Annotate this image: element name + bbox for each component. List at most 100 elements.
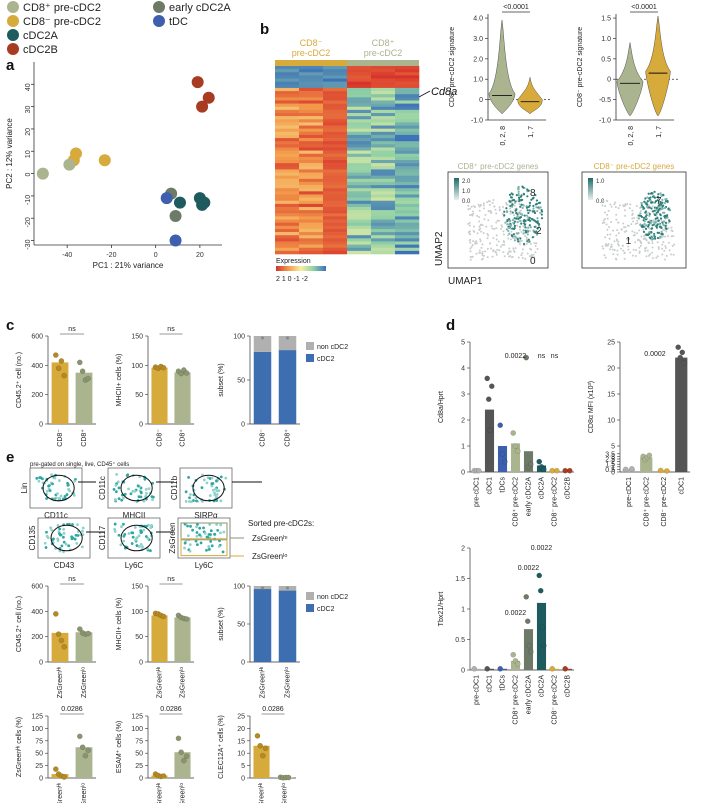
flow-event <box>53 476 57 480</box>
umap-cell-high <box>662 204 665 207</box>
heatmap-cell <box>299 200 324 205</box>
heatmap-cell <box>395 97 420 101</box>
umap-cell-grey <box>640 235 643 238</box>
heatmap-cell <box>299 169 324 173</box>
heatmap-cell <box>347 156 372 161</box>
umap-cell-high <box>643 220 646 223</box>
umap-cell-high <box>656 195 659 198</box>
umap-cell-high <box>659 200 662 204</box>
heatmap-cell <box>347 188 372 192</box>
heatmap-legend-title: Expression <box>276 258 311 265</box>
flow-gate <box>192 474 225 502</box>
umap-cell-high <box>522 204 525 207</box>
umap-cell-grey <box>485 225 488 228</box>
violin-body <box>517 77 543 115</box>
umap-cell-high <box>508 226 511 230</box>
heatmap-cell <box>275 178 300 183</box>
heatmap-cell <box>395 241 420 245</box>
heatmap-cell <box>371 147 396 151</box>
umap-cell-grey <box>628 238 631 241</box>
flow-event <box>201 500 204 503</box>
flow-event <box>195 534 199 538</box>
umap-cell-grey <box>620 247 623 250</box>
umap-cell-grey <box>643 234 646 237</box>
flow-event <box>207 548 211 551</box>
bar-category-label: pre-cDC1 <box>474 675 481 705</box>
bar-point <box>183 753 190 759</box>
umap-cell-high <box>649 222 652 225</box>
bar-point <box>53 352 59 358</box>
bar-y-tick-label: 25 <box>35 763 43 770</box>
flow-gate <box>50 524 83 552</box>
umap-cell-grey <box>666 235 669 238</box>
umap-cell-high <box>519 237 522 240</box>
umap-cell-grey <box>467 204 470 207</box>
umap-cell-grey <box>471 243 474 246</box>
heatmap-cell <box>347 125 372 129</box>
bar-category-label: CD8⁺ <box>180 429 187 447</box>
umap-cell-grey <box>618 204 621 207</box>
flow-event <box>150 524 153 527</box>
umap-cell-grey <box>525 236 528 239</box>
umap-cell-high <box>649 192 653 195</box>
flow-event <box>135 544 139 547</box>
umap-cell-grey <box>644 249 647 252</box>
bar <box>75 372 93 424</box>
umap-cell-high <box>520 222 523 225</box>
heatmap-cell <box>371 106 396 111</box>
umap-cd8pos-genes: CD8⁺ pre-cDC2 genes 2.0 1.0 0.0 8 2 0 UMAP1UMAP… <box>434 162 549 287</box>
flow-event <box>117 533 121 537</box>
heatmap-cell <box>347 216 372 220</box>
flow-event <box>133 526 137 529</box>
umap-cell-grey <box>634 222 637 225</box>
umap-scale-bar <box>588 178 593 200</box>
umap-cell-high <box>509 204 512 208</box>
heatmap-cell <box>395 75 420 79</box>
bar-category-label: cDC2B <box>565 675 572 698</box>
umap-cell-grey <box>609 233 612 236</box>
umap-cell-high <box>507 217 511 221</box>
heatmap-cell <box>395 169 420 173</box>
bar-c-mhcii: 0 50 100 150 MHCII+ cells (%) CD8⁻ CD8⁺ ns <box>116 326 194 447</box>
bar-y-tick-label: 150 <box>131 584 143 591</box>
umap-cell-high <box>645 233 648 237</box>
umap-cell-high <box>523 222 526 225</box>
bar-category-label: early cDC2A <box>526 675 533 715</box>
umap-cell-high <box>532 210 535 213</box>
flow-y-label: CD11c <box>98 476 107 500</box>
heatmap-cell <box>275 91 300 95</box>
heatmap-cell <box>347 178 372 183</box>
umap-cell-high <box>650 231 653 234</box>
sig-label: 0.0286 <box>262 706 284 713</box>
umap-cell-grey <box>529 247 532 250</box>
flow-event <box>195 499 198 503</box>
bar-point <box>526 642 533 649</box>
umap-cell-grey <box>509 212 512 215</box>
umap-cell-grey <box>513 237 516 240</box>
d-annotation: 0.0022 <box>505 353 527 360</box>
heatmap-cell <box>323 87 348 92</box>
umap-cell-high <box>536 217 539 220</box>
umap-cell-grey <box>510 230 513 233</box>
umap-cell-high <box>515 212 518 215</box>
heatmap-cell <box>371 207 396 211</box>
umap-cell-grey <box>511 256 514 259</box>
umap-cell-grey <box>636 219 639 222</box>
umap-cell-grey <box>663 229 666 232</box>
heatmap-cell <box>395 141 420 145</box>
umap-cell-grey <box>469 207 472 210</box>
heatmap-cell <box>371 247 396 252</box>
bar-point <box>77 733 83 740</box>
bar-y-label: ZsGreenᴴᶦ cells (%) <box>16 717 23 777</box>
heatmap-cell <box>395 247 420 252</box>
umap-cell-high <box>654 217 657 220</box>
umap-cell-high <box>656 236 660 240</box>
heatmap-cell <box>395 216 420 220</box>
cd8a-pointer <box>418 90 431 98</box>
umap-cell-grey <box>604 244 607 247</box>
umap-cell-grey <box>469 247 472 250</box>
violin-pvalue: <0.0001 <box>631 4 657 11</box>
umap-cell-grey <box>657 247 660 250</box>
heatmap-cell <box>275 100 300 104</box>
bar-y-tick-label: 0 <box>611 470 615 477</box>
